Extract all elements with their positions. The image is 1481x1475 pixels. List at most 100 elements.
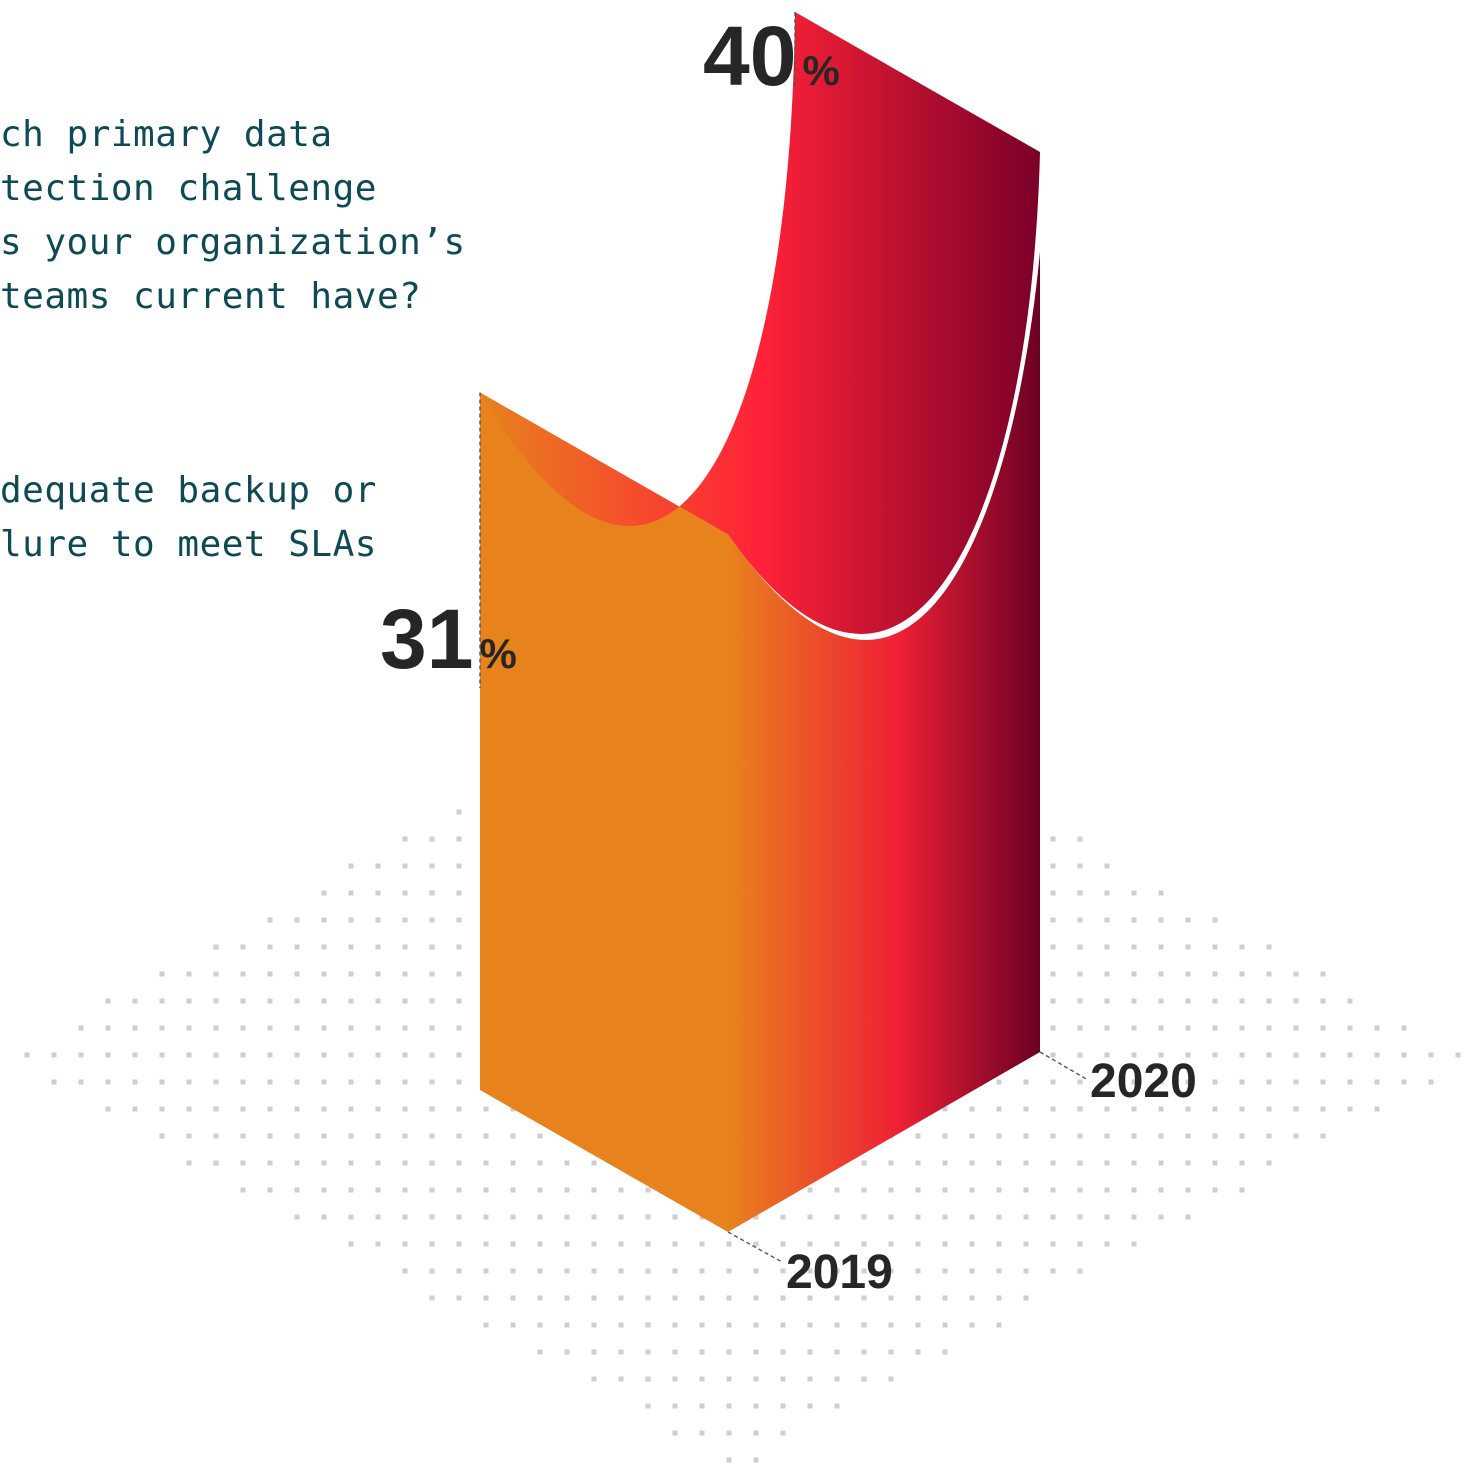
- grid-dot: [645, 1295, 651, 1301]
- answer-line: dequate backup or: [0, 470, 377, 511]
- grid-dot: [969, 1268, 975, 1274]
- grid-dot: [321, 1052, 327, 1058]
- grid-dot: [240, 971, 246, 977]
- grid-dot: [618, 1268, 624, 1274]
- grid-dot: [1050, 1079, 1056, 1085]
- grid-dot: [996, 1268, 1002, 1274]
- grid-dot: [483, 1187, 489, 1193]
- grid-dot: [888, 1214, 894, 1220]
- grid-dot: [213, 944, 219, 950]
- grid-dot: [348, 917, 354, 923]
- grid-dot: [780, 1214, 786, 1220]
- grid-dot: [429, 1214, 435, 1220]
- grid-dot: [294, 944, 300, 950]
- grid-dot: [1293, 1079, 1299, 1085]
- grid-dot: [186, 1106, 192, 1112]
- grid-dot: [1050, 944, 1056, 950]
- grid-dot: [1131, 1160, 1137, 1166]
- grid-dot: [483, 1106, 489, 1112]
- grid-dot: [213, 971, 219, 977]
- grid-dot: [1293, 998, 1299, 1004]
- grid-dot: [807, 1376, 813, 1382]
- grid-dot: [1158, 890, 1164, 896]
- grid-dot: [834, 1376, 840, 1382]
- grid-dot: [672, 1376, 678, 1382]
- grid-dot: [1185, 917, 1191, 923]
- grid-dot: [348, 1187, 354, 1193]
- grid-dot: [1401, 1079, 1407, 1085]
- grid-dot: [402, 1214, 408, 1220]
- grid-dot: [1185, 944, 1191, 950]
- grid-dot: [1077, 917, 1083, 923]
- grid-dot: [402, 1025, 408, 1031]
- grid-dot: [1185, 1133, 1191, 1139]
- grid-dot: [834, 1403, 840, 1409]
- grid-dot: [159, 1079, 165, 1085]
- grid-dot: [294, 998, 300, 1004]
- grid-dot: [510, 1295, 516, 1301]
- grid-dot: [429, 998, 435, 1004]
- grid-dot: [537, 1268, 543, 1274]
- grid-dot: [456, 1106, 462, 1112]
- grid-dot: [564, 1268, 570, 1274]
- grid-dot: [429, 971, 435, 977]
- grid-dot: [402, 944, 408, 950]
- grid-dot: [591, 1214, 597, 1220]
- grid-dot: [186, 1052, 192, 1058]
- grid-dot: [375, 1133, 381, 1139]
- grid-dot: [1212, 1052, 1218, 1058]
- grid-dot: [267, 1106, 273, 1112]
- grid-dot: [1293, 971, 1299, 977]
- grid-dot: [456, 1079, 462, 1085]
- grid-dot: [591, 1295, 597, 1301]
- grid-dot: [807, 1187, 813, 1193]
- grid-dot: [1077, 1187, 1083, 1193]
- grid-dot: [375, 1106, 381, 1112]
- grid-dot: [321, 971, 327, 977]
- grid-dot: [834, 1295, 840, 1301]
- grid-dot: [456, 863, 462, 869]
- grid-dot: [942, 1160, 948, 1166]
- bar-2019: [480, 392, 728, 1232]
- grid-dot: [726, 1322, 732, 1328]
- grid-dot: [1401, 1052, 1407, 1058]
- grid-dot: [996, 1241, 1002, 1247]
- grid-dot: [1212, 917, 1218, 923]
- grid-dot: [51, 1079, 57, 1085]
- grid-dot: [1185, 1160, 1191, 1166]
- grid-dot: [996, 1106, 1002, 1112]
- grid-dot: [267, 1052, 273, 1058]
- grid-dot: [510, 1214, 516, 1220]
- grid-dot: [159, 1025, 165, 1031]
- grid-dot: [321, 1079, 327, 1085]
- grid-dot: [510, 1187, 516, 1193]
- grid-dot: [1077, 1079, 1083, 1085]
- grid-dot: [375, 1052, 381, 1058]
- grid-dot: [1104, 917, 1110, 923]
- grid-dot: [1023, 1160, 1029, 1166]
- grid-dot: [699, 1376, 705, 1382]
- grid-dot: [456, 1133, 462, 1139]
- question-line: ch primary data: [0, 114, 333, 155]
- grid-dot: [915, 1133, 921, 1139]
- grid-dot: [348, 1052, 354, 1058]
- grid-dot: [1023, 1079, 1029, 1085]
- grid-dot: [753, 1322, 759, 1328]
- grid-dot: [1266, 1079, 1272, 1085]
- grid-dot: [969, 1160, 975, 1166]
- grid-dot: [564, 1160, 570, 1166]
- grid-dot: [834, 1187, 840, 1193]
- grid-dot: [429, 1052, 435, 1058]
- grid-dot: [1428, 1079, 1434, 1085]
- grid-dot: [1347, 1025, 1353, 1031]
- grid-dot: [753, 1295, 759, 1301]
- grid-dot: [645, 1322, 651, 1328]
- grid-dot: [240, 998, 246, 1004]
- grid-dot: [213, 1025, 219, 1031]
- grid-dot: [861, 1349, 867, 1355]
- grid-dot: [564, 1295, 570, 1301]
- grid-dot: [294, 917, 300, 923]
- category-label-2019: 2019: [786, 1246, 893, 1299]
- grid-dot: [375, 890, 381, 896]
